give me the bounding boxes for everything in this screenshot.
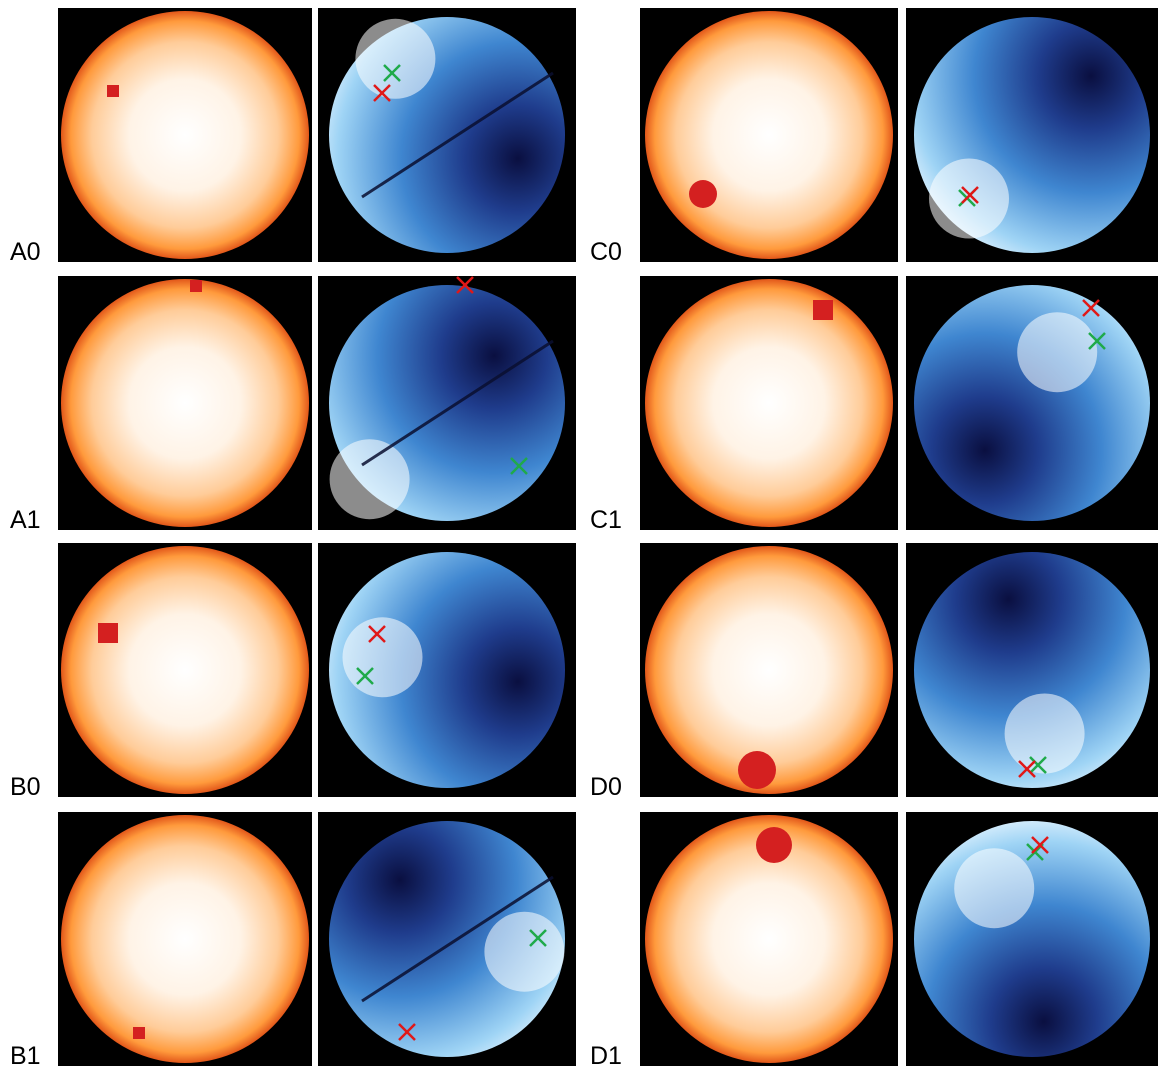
cross-stroke (1018, 760, 1036, 778)
marker-cross (373, 84, 391, 102)
marker-cross (383, 64, 401, 82)
field-highlight (484, 911, 565, 992)
field-disc (914, 552, 1150, 788)
cross-stroke (356, 667, 374, 685)
cross-stroke (1082, 299, 1100, 317)
panel-label: A1 (10, 506, 41, 534)
marker-cross (368, 625, 386, 643)
marker-cross (1029, 756, 1047, 774)
source-marker (107, 85, 119, 97)
panel-label: A0 (10, 238, 41, 266)
source-marker (813, 300, 833, 320)
source-marker (133, 1027, 145, 1039)
panel-label: B1 (10, 1042, 41, 1070)
cross-stroke (368, 625, 386, 643)
source-marker (756, 827, 792, 863)
marker-cross (398, 1023, 416, 1041)
marker-cross (510, 457, 528, 475)
marker-cross (529, 929, 547, 947)
cross-stroke (1029, 756, 1047, 774)
heat-disc (645, 546, 893, 794)
heat-disc (61, 279, 309, 527)
source-marker (190, 280, 202, 292)
field-highlight (355, 18, 436, 99)
marker-cross (456, 276, 474, 294)
marker-cross (961, 186, 979, 204)
panel-label: C0 (590, 238, 622, 266)
source-marker (98, 623, 118, 643)
panel-label: B0 (10, 773, 41, 801)
marker-cross (1082, 299, 1100, 317)
nodal-line (361, 875, 554, 1003)
cross-stroke (398, 1023, 416, 1041)
heat-disc (61, 11, 309, 259)
marker-cross (1031, 836, 1049, 854)
cross-stroke (510, 457, 528, 475)
heat-disc (61, 546, 309, 794)
marker-cross (356, 667, 374, 685)
panel-label: D1 (590, 1042, 622, 1070)
cross-stroke (373, 84, 391, 102)
field-disc (914, 285, 1150, 521)
field-highlight (954, 848, 1035, 929)
panel-label: D0 (590, 773, 622, 801)
cross-stroke (383, 64, 401, 82)
cross-stroke (1088, 332, 1106, 350)
source-marker (689, 180, 717, 208)
cross-stroke (529, 929, 547, 947)
heat-disc (645, 279, 893, 527)
field-disc (329, 821, 565, 1057)
cross-stroke (961, 186, 979, 204)
nodal-line (361, 339, 554, 467)
heat-disc (645, 11, 893, 259)
field-highlight (1017, 312, 1098, 393)
field-highlight (1004, 693, 1085, 774)
field-highlight (329, 439, 410, 520)
field-disc (329, 552, 565, 788)
panel-label: C1 (590, 506, 622, 534)
cross-stroke (1031, 836, 1049, 854)
source-marker (738, 751, 776, 789)
heat-disc (61, 815, 309, 1063)
nodal-line (361, 71, 554, 199)
cross-stroke (456, 276, 474, 294)
marker-cross (1018, 760, 1036, 778)
heat-disc (645, 815, 893, 1063)
marker-cross (1088, 332, 1106, 350)
